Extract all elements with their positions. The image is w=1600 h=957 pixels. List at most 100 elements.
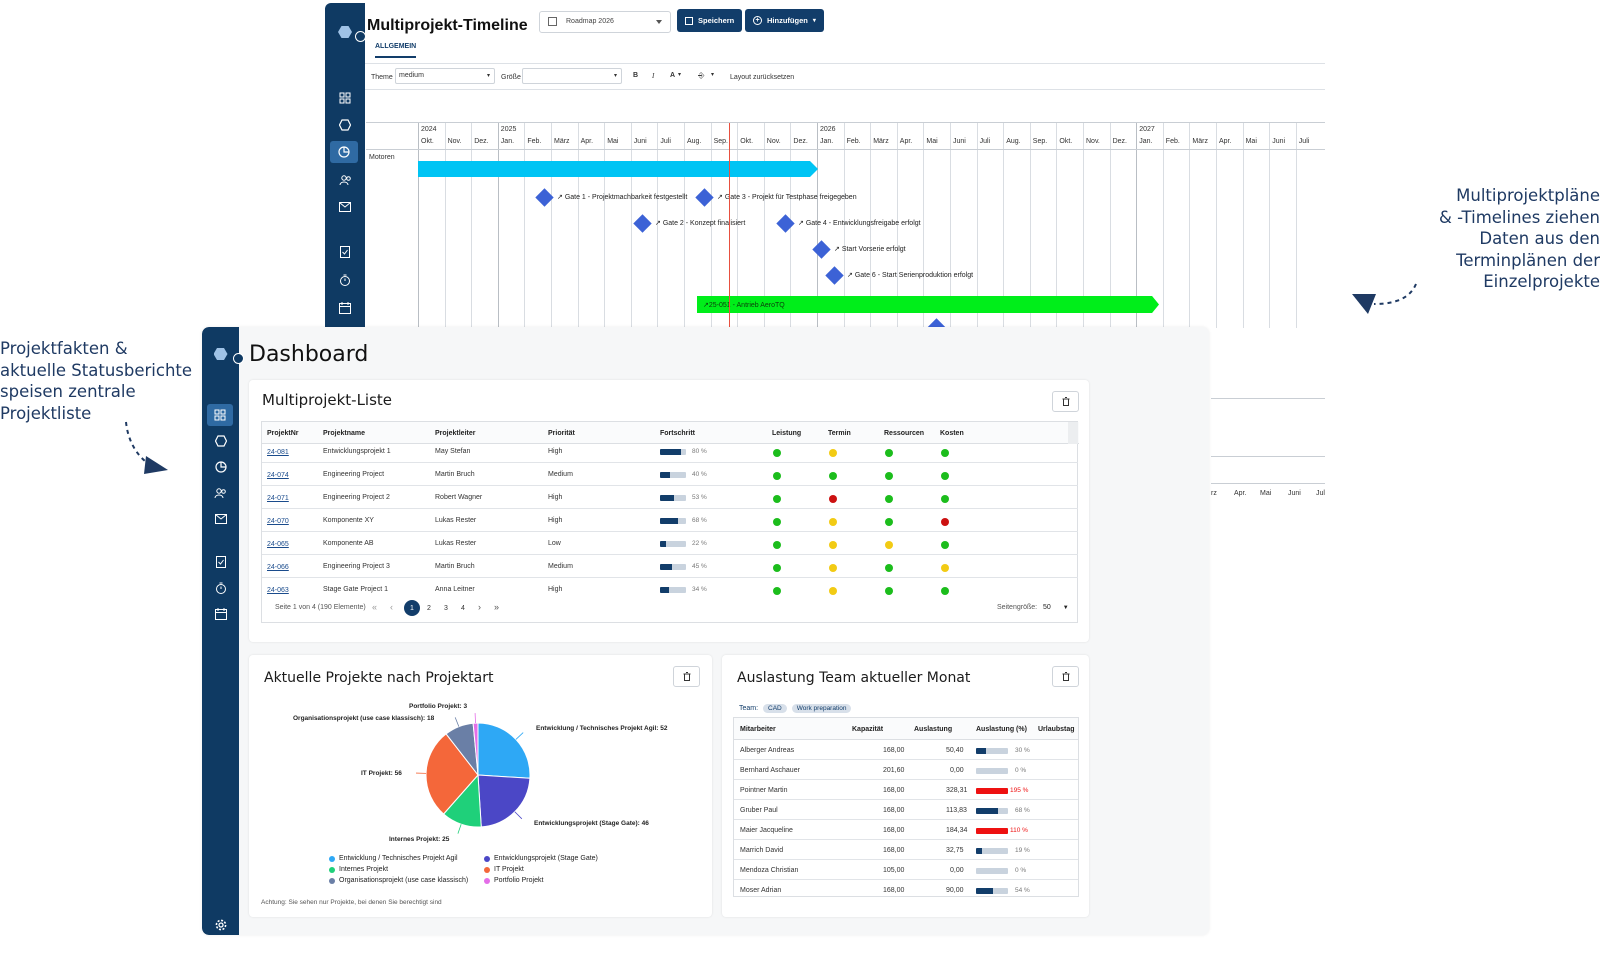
pie-chart-icon[interactable]: [330, 141, 358, 163]
column-header[interactable]: Fortschritt: [660, 430, 695, 437]
last-page-icon[interactable]: »: [494, 602, 500, 612]
users-icon[interactable]: [202, 482, 239, 504]
milestone-label[interactable]: ↗ Gate 4 - Entwicklungsfreigabe erfolgt: [798, 220, 921, 227]
delete-widget-button[interactable]: [1052, 391, 1079, 412]
column-header[interactable]: Ressourcen: [884, 430, 925, 437]
page-button[interactable]: 3: [444, 604, 448, 612]
reset-layout-button[interactable]: Layout zurücksetzen: [730, 74, 795, 81]
column-header[interactable]: ProjektNr: [267, 430, 299, 437]
legend-item[interactable]: Entwicklungsprojekt (Stage Gate): [484, 855, 598, 862]
legend-item[interactable]: Organisationsprojekt (use case klassisch…: [329, 877, 468, 884]
calendar-icon[interactable]: [325, 297, 365, 319]
stopwatch-icon[interactable]: [325, 269, 365, 291]
legend-item[interactable]: Entwicklung / Technisches Projekt Agil: [329, 855, 458, 862]
page-button[interactable]: 4: [461, 604, 465, 612]
dashboard-icon[interactable]: [207, 404, 233, 426]
project-number-link[interactable]: 24-070: [267, 518, 289, 525]
column-header[interactable]: Kosten: [940, 430, 964, 437]
status-indicator: [885, 449, 893, 457]
font-size-button[interactable]: A: [670, 72, 676, 79]
sidebar-toggle-icon[interactable]: [355, 31, 366, 42]
project-number-link[interactable]: 24-066: [267, 564, 289, 571]
pie-slice[interactable]: [477, 774, 531, 828]
hexagon-icon[interactable]: [325, 114, 365, 136]
project-number-link[interactable]: 24-065: [267, 541, 289, 548]
column-header[interactable]: Leistung: [772, 430, 802, 437]
column-header[interactable]: Projektleiter: [435, 430, 476, 437]
mail-icon[interactable]: [325, 196, 365, 218]
project-number-link[interactable]: 24-081: [267, 449, 289, 456]
milestone-label[interactable]: ↗ Gate 1 - Projektmachbarkeit festgestel…: [557, 194, 688, 201]
column-header[interactable]: Auslastung (%): [976, 726, 1027, 733]
pie-slice[interactable]: [472, 722, 479, 776]
project-number-link[interactable]: 24-063: [267, 587, 289, 594]
team-chip[interactable]: Work preparation: [791, 704, 852, 713]
legend-item[interactable]: IT Projekt: [484, 866, 524, 873]
annotation-line: speisen zentrale: [0, 382, 136, 401]
stopwatch-icon[interactable]: [202, 577, 239, 599]
theme-label: Theme: [371, 74, 393, 81]
first-page-icon[interactable]: «: [372, 602, 378, 612]
next-page-icon[interactable]: ›: [478, 602, 481, 612]
prev-page-icon[interactable]: ‹: [390, 602, 393, 612]
pie-slice[interactable]: [425, 733, 479, 815]
calendar-icon[interactable]: [202, 603, 239, 625]
report-icon[interactable]: [325, 241, 365, 263]
legend-item[interactable]: Portfolio Projekt: [484, 877, 543, 884]
status-indicator: [773, 587, 781, 595]
roadmap-select[interactable]: Roadmap 2026: [539, 11, 671, 33]
milestone-diamond[interactable]: [776, 214, 795, 233]
column-header[interactable]: Auslastung: [914, 726, 953, 733]
delete-widget-button[interactable]: [1052, 666, 1079, 687]
employee-name: Pointner Martin: [740, 787, 788, 794]
project-bar-aerotq[interactable]: ↗25-051 - Antrieb AeroTQ: [697, 296, 1159, 313]
project-number-link[interactable]: 24-071: [267, 495, 289, 502]
add-button[interactable]: + Hinzufügen ▾: [745, 9, 824, 32]
pie-chart-icon[interactable]: [202, 456, 239, 478]
column-header[interactable]: Priorität: [548, 430, 575, 437]
page-size-select[interactable]: 50 ▼: [1043, 604, 1069, 611]
milestone-diamond[interactable]: [812, 240, 831, 259]
milestone-label[interactable]: ↗ Gate 2 - Konzept finalisiert: [655, 220, 746, 227]
month-label: Dez.: [474, 138, 489, 145]
status-indicator: [885, 564, 893, 572]
project-bar-motoren[interactable]: [418, 161, 818, 177]
milestone-label[interactable]: ↗ Gate 3 - Projekt für Testphase freigeg…: [717, 194, 857, 201]
permission-note: Achtung: Sie sehen nur Projekte, bei den…: [261, 899, 442, 906]
format-toolbar: Theme medium ▾ Größe ▾ B I A ▾ ⎆ ▾ Layou…: [365, 63, 1325, 90]
annotation-line: & -Timelines ziehen: [1438, 207, 1600, 227]
column-header[interactable]: Urlaubstag: [1038, 726, 1075, 733]
milestone-label[interactable]: ↗ Start Vorserie erfolgt: [834, 246, 906, 253]
bold-button[interactable]: B: [633, 72, 639, 79]
scrollbar[interactable]: [1068, 422, 1078, 444]
milestone-diamond[interactable]: [633, 214, 652, 233]
column-header[interactable]: Projektname: [323, 430, 366, 437]
sidebar-toggle-icon[interactable]: [233, 353, 244, 364]
pie-slice[interactable]: [477, 722, 531, 779]
theme-select[interactable]: medium ▾: [395, 68, 495, 84]
dashboard-icon[interactable]: [325, 87, 365, 109]
delete-widget-button[interactable]: [673, 666, 700, 687]
report-icon[interactable]: [202, 551, 239, 573]
size-select[interactable]: ▾: [522, 68, 622, 84]
mail-icon[interactable]: [202, 508, 239, 530]
hexagon-icon[interactable]: [202, 430, 239, 452]
legend-item[interactable]: Internes Projekt: [329, 866, 388, 873]
users-icon[interactable]: [325, 169, 365, 191]
column-header[interactable]: Mitarbeiter: [740, 726, 776, 733]
column-header[interactable]: Termin: [828, 430, 851, 437]
settings-gear-icon[interactable]: [202, 914, 239, 935]
employee-name: Marrich David: [740, 847, 784, 854]
column-header[interactable]: Kapazität: [852, 726, 884, 733]
project-number-link[interactable]: 24-074: [267, 472, 289, 479]
status-indicator: [773, 518, 781, 526]
page-button[interactable]: 2: [427, 604, 431, 612]
milestone-diamond[interactable]: [825, 266, 844, 285]
milestone-label[interactable]: ↗ Gate 6 - Start Serienproduktion erfolg…: [847, 272, 974, 279]
save-button[interactable]: Speichern: [677, 9, 743, 32]
page-button[interactable]: 1: [404, 600, 420, 616]
italic-button[interactable]: I: [652, 72, 655, 80]
team-chip[interactable]: CAD: [763, 704, 787, 713]
tab-allgemein[interactable]: ALLGEMEIN: [375, 43, 417, 58]
insert-icon[interactable]: ⎆: [698, 71, 705, 80]
